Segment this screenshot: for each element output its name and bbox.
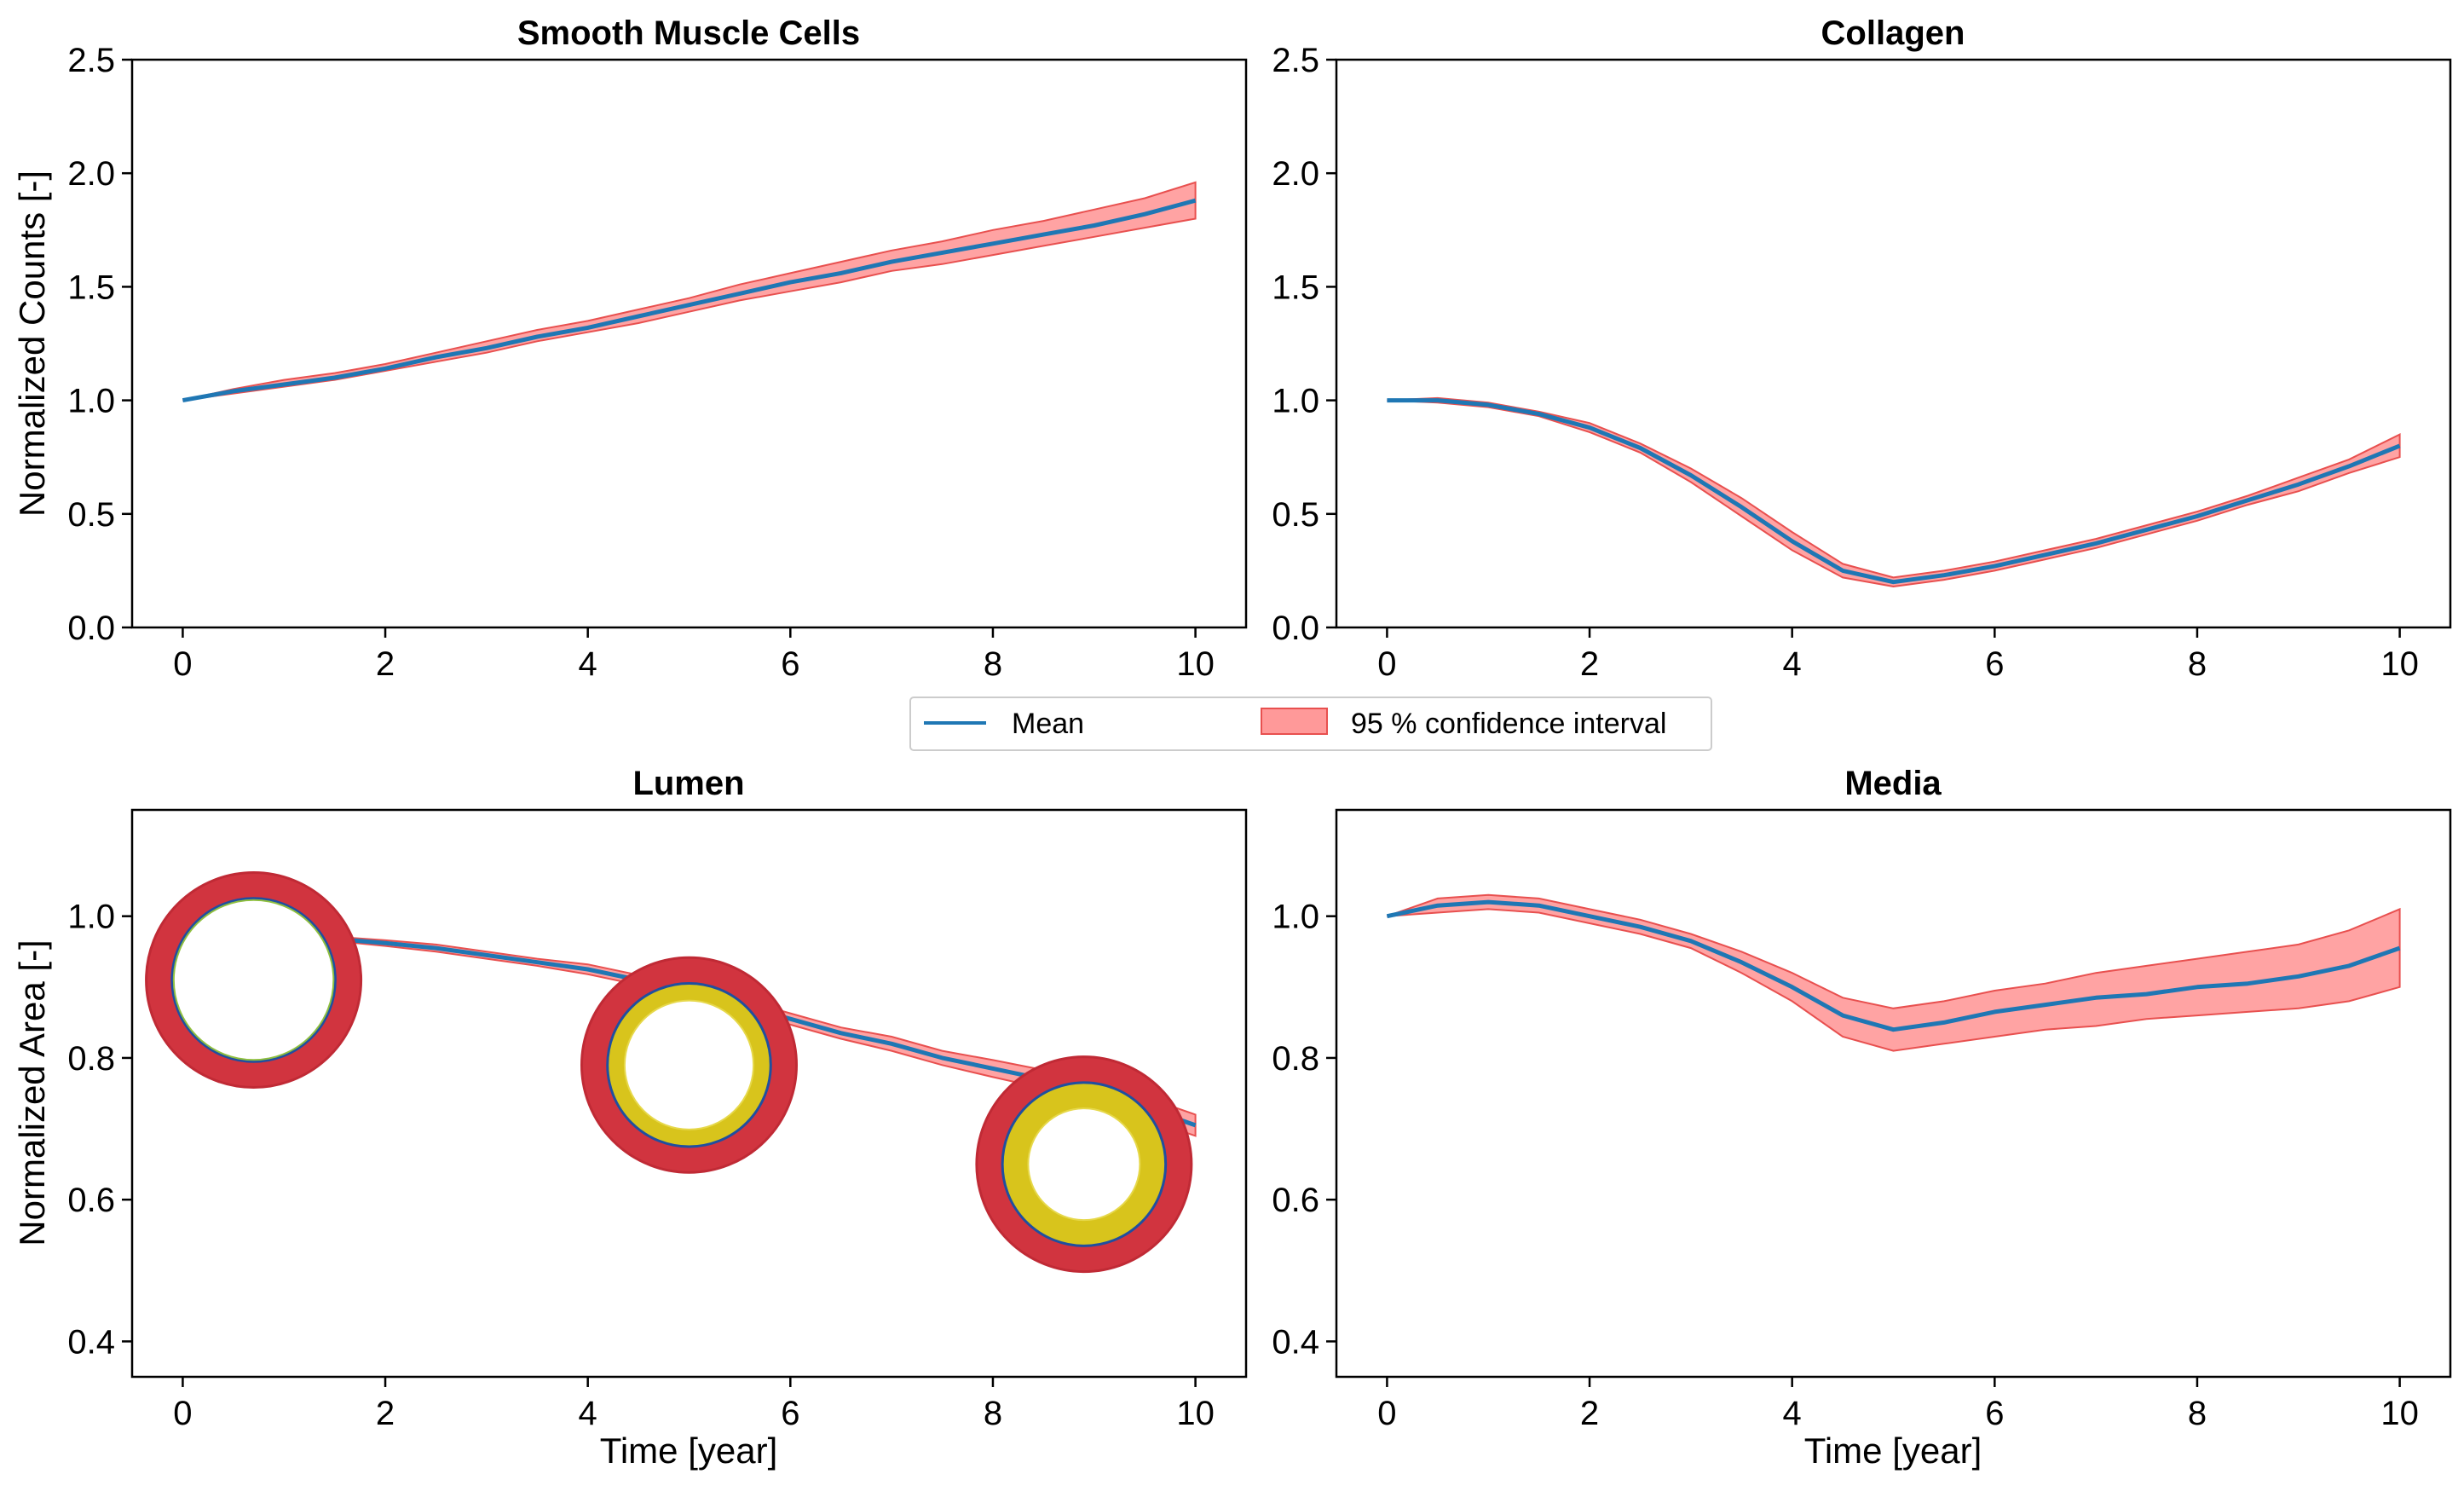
y-tick-label: 1.0 [67, 383, 115, 420]
y-tick-label: 0.0 [67, 610, 115, 647]
mean-line [1387, 398, 2401, 585]
x-tick-label: 0 [1377, 645, 1396, 683]
y-tick-label: 1.5 [1272, 269, 1319, 306]
x-tick-label: 10 [2380, 645, 2419, 683]
y-tick-label: 0.5 [1272, 496, 1319, 534]
x-tick-label: 8 [984, 1395, 1002, 1432]
y-tick-label: 0.8 [67, 1040, 115, 1078]
y-tick-label: 2.5 [67, 42, 115, 79]
panel-title: Collagen [1821, 14, 1965, 52]
legend-ci-swatch [1261, 708, 1328, 735]
panel-collagen: Collagen 0.0 0.5 1.0 1.5 2.0 2.5 0 2 4 6… [1272, 14, 2452, 683]
y-tick-label: 0.6 [1272, 1182, 1319, 1219]
vessel-cross-section [580, 956, 798, 1174]
y-axis-label: Normalized Counts [-] [12, 171, 52, 517]
axes-frame [130, 58, 1248, 629]
axes-frame [1335, 58, 2452, 629]
x-tick-label: 0 [173, 645, 192, 683]
legend-label-ci: 95 % confidence interval [1351, 708, 1666, 740]
x-tick-label: 8 [2188, 1395, 2207, 1432]
x-ticks: 0 2 4 6 8 10 [1377, 1377, 2419, 1432]
legend-label-mean: Mean [1012, 708, 1084, 740]
y-tick-label: 0.4 [1272, 1323, 1319, 1361]
x-ticks: 0 2 4 6 8 10 [1377, 627, 2419, 683]
x-axis-label: Time [year] [1804, 1431, 1982, 1471]
y-ticks: 0.4 0.6 0.8 1.0 [1272, 899, 1336, 1361]
y-tick-label: 1.5 [67, 269, 115, 306]
x-axis-label: Time [year] [600, 1431, 777, 1471]
panel-title: Lumen [632, 765, 744, 802]
vessel-insets [145, 871, 1193, 1274]
panel-title: Smooth Muscle Cells [517, 14, 860, 52]
x-tick-label: 6 [1985, 1395, 2004, 1432]
y-tick-label: 2.5 [1272, 42, 1319, 79]
x-tick-label: 4 [579, 1395, 597, 1432]
lumen-boundary [172, 899, 335, 1061]
x-tick-label: 2 [376, 645, 395, 683]
x-tick-label: 10 [1176, 1395, 1215, 1432]
y-ticks: 0.4 0.6 0.8 1.0 [67, 899, 132, 1361]
x-tick-label: 6 [781, 1395, 799, 1432]
y-tick-label: 1.0 [1272, 899, 1319, 936]
x-tick-label: 6 [1985, 645, 2004, 683]
x-tick-label: 4 [579, 645, 597, 683]
lumen-boundary [1027, 1107, 1141, 1222]
x-tick-label: 6 [781, 645, 799, 683]
confidence-band [1387, 396, 2401, 588]
confidence-band [182, 181, 1197, 402]
x-tick-label: 8 [984, 645, 1002, 683]
x-tick-label: 2 [376, 1395, 395, 1432]
mean-line [1386, 899, 2401, 1032]
lumen-boundary [623, 999, 755, 1130]
y-tick-label: 0.6 [67, 1182, 115, 1219]
panel-smooth-muscle-cells: Smooth Muscle Cells Normalized Counts [-… [12, 14, 1248, 683]
x-tick-label: 4 [1783, 645, 1802, 683]
x-tick-label: 10 [1176, 645, 1215, 683]
vessel-cross-section [975, 1055, 1193, 1274]
vessel-cross-section [145, 871, 363, 1089]
panel-lumen: Lumen Normalized Area [-] Time [year] [12, 765, 1248, 1471]
y-axis-label: Normalized Area [-] [12, 939, 52, 1246]
x-tick-label: 2 [1580, 1395, 1599, 1432]
y-tick-label: 2.0 [1272, 155, 1319, 193]
x-ticks: 0 2 4 6 8 10 [173, 1377, 1215, 1432]
y-tick-label: 0.8 [1272, 1040, 1319, 1078]
x-tick-label: 2 [1580, 645, 1599, 683]
y-tick-label: 1.0 [1272, 383, 1319, 420]
y-ticks: 0.0 0.5 1.0 1.5 2.0 2.5 [67, 42, 132, 647]
axes-frame [130, 808, 1248, 1379]
mean-line [182, 198, 1197, 403]
y-tick-label: 0.0 [1272, 610, 1319, 647]
y-tick-label: 1.0 [67, 899, 115, 936]
x-tick-label: 8 [2188, 645, 2207, 683]
x-tick-label: 0 [173, 1395, 192, 1432]
y-tick-label: 2.0 [67, 155, 115, 193]
y-tick-label: 0.5 [67, 496, 115, 534]
legend: Mean 95 % confidence interval [909, 697, 1712, 751]
panel-media: Media Time [year] 0.4 0.6 0.8 1.0 0 2 4 … [1272, 765, 2452, 1471]
y-ticks: 0.0 0.5 1.0 1.5 2.0 2.5 [1272, 42, 1336, 647]
axes-frame [1335, 808, 2452, 1379]
panel-title: Media [1844, 765, 1942, 802]
x-tick-label: 10 [2380, 1395, 2419, 1432]
x-tick-label: 0 [1377, 1395, 1396, 1432]
y-tick-label: 0.4 [67, 1323, 115, 1361]
x-tick-label: 4 [1783, 1395, 1802, 1432]
x-ticks: 0 2 4 6 8 10 [173, 627, 1215, 683]
